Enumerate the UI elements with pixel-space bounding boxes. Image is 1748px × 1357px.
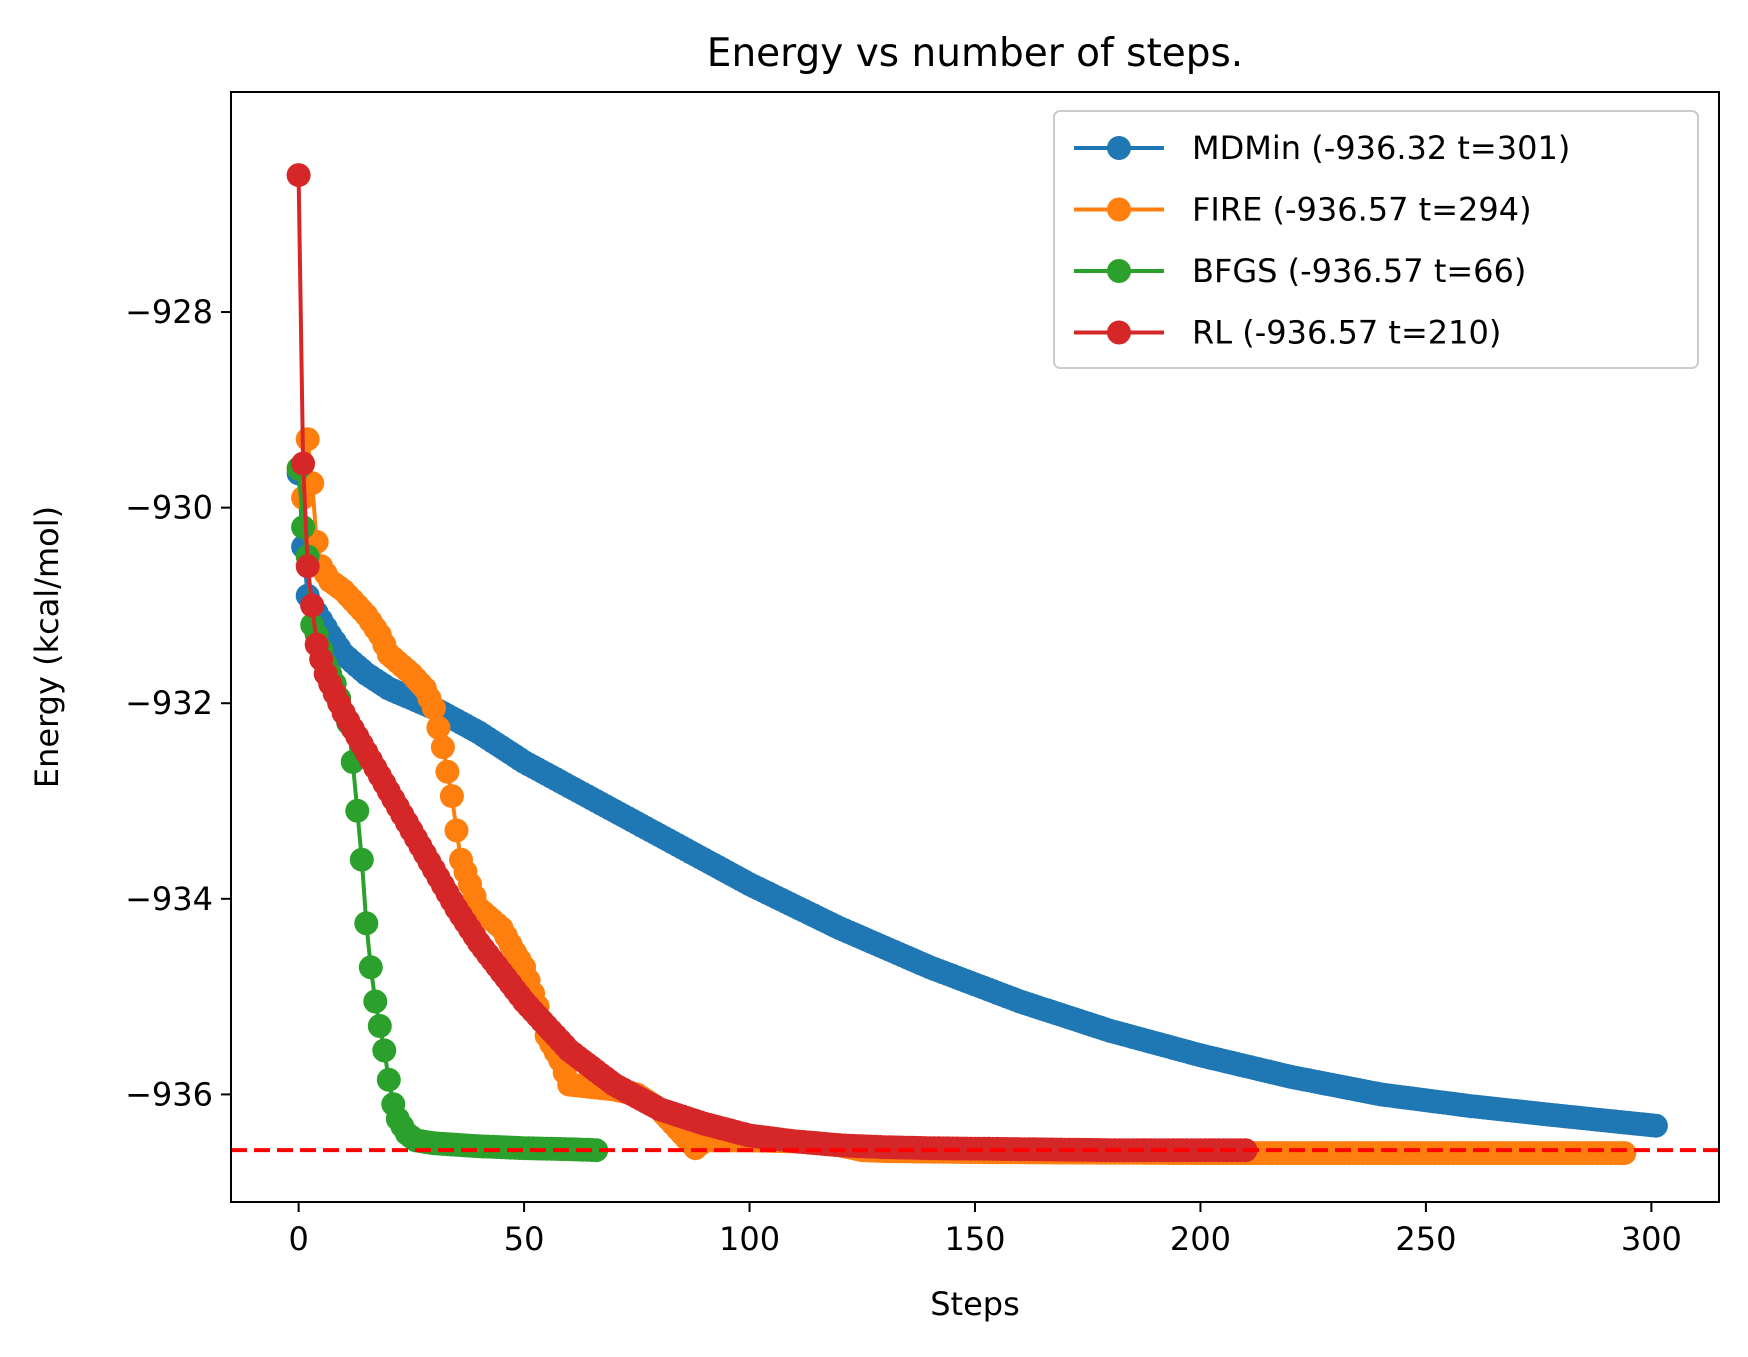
x-tick-label-3: 150 xyxy=(944,1220,1005,1258)
y-tick-label-0: −936 xyxy=(125,1075,213,1113)
series-2-point-20 xyxy=(376,1067,401,1092)
series-1-point-30 xyxy=(421,696,446,721)
x-tick-label-5: 250 xyxy=(1395,1220,1456,1258)
legend-label-0: MDMin (-936.32 t=301) xyxy=(1192,129,1570,167)
x-tick-label-6: 300 xyxy=(1621,1220,1682,1258)
series-1-point-2 xyxy=(295,427,320,452)
y-tick-label-4: −928 xyxy=(125,293,213,331)
series-2-point-14 xyxy=(349,847,374,872)
series-1-point-35 xyxy=(444,818,469,843)
series-0 xyxy=(286,461,1668,1138)
y-axis-label: Energy (kcal/mol) xyxy=(28,506,66,788)
series-3 xyxy=(286,163,1258,1163)
legend: MDMin (-936.32 t=301) FIRE (-936.57 t=294… xyxy=(1053,110,1699,369)
series-1-point-33 xyxy=(435,759,460,784)
legend-label-2: BFGS (-936.57 t=66) xyxy=(1192,252,1526,290)
series-2-point-19 xyxy=(372,1038,397,1063)
series-2-point-66 xyxy=(584,1138,609,1163)
series-1-point-32 xyxy=(430,735,455,760)
y-tick-label-2: −932 xyxy=(125,684,213,722)
series-3-point-3 xyxy=(300,593,325,618)
series-0-point-301 xyxy=(1643,1113,1668,1138)
x-axis-label: Steps xyxy=(930,1285,1020,1323)
legend-label-3: RL (-936.57 t=210) xyxy=(1192,314,1501,352)
series-1-point-31 xyxy=(426,715,451,740)
x-tick-label-4: 200 xyxy=(1170,1220,1231,1258)
x-tick-label-1: 50 xyxy=(504,1220,545,1258)
series-3-point-2 xyxy=(295,554,320,579)
series-2-point-18 xyxy=(367,1014,392,1038)
series-2-point-16 xyxy=(358,955,383,980)
legend-marker-3 xyxy=(1107,320,1131,345)
legend-marker-0 xyxy=(1107,136,1131,160)
x-tick-label-0: 0 xyxy=(288,1220,308,1258)
legend-label-1: FIRE (-936.57 t=294) xyxy=(1192,191,1532,229)
plot-area xyxy=(231,163,1719,1166)
series-3-point-1 xyxy=(291,451,316,476)
legend-marker-2 xyxy=(1107,259,1131,283)
legend-box xyxy=(1053,110,1699,369)
series-2-point-13 xyxy=(345,798,370,823)
chart-title: Energy vs number of steps. xyxy=(707,31,1243,76)
y-tick-label-1: −934 xyxy=(125,880,213,918)
legend-marker-1 xyxy=(1107,197,1131,222)
series-1-point-294 xyxy=(1612,1141,1637,1166)
series-3-point-0 xyxy=(286,163,311,188)
x-tick-label-2: 100 xyxy=(719,1220,780,1258)
axes: 0 50 100 150 200 250 300 −936 −934 −932 −930 −928 xyxy=(125,293,1682,1258)
series-1-point-34 xyxy=(439,784,464,809)
series-2-point-1 xyxy=(291,515,316,540)
series-2-point-17 xyxy=(363,989,388,1014)
y-tick-label-3: −930 xyxy=(125,489,213,527)
series-2-point-15 xyxy=(354,911,379,936)
